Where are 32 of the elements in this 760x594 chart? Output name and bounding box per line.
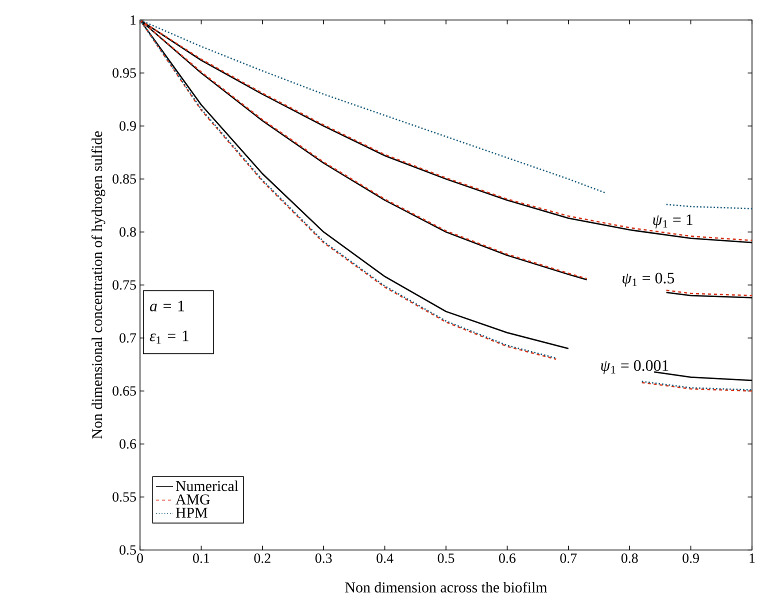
y-tick-label: 0.8 [120,227,136,237]
x-tick-label: 0.1 [193,554,210,563]
y-tick-label: 0.65 [112,386,136,396]
x-tick-label: 0.8 [621,554,638,563]
annotation: a = 1 [150,300,184,312]
y-tick-label: 0.75 [112,280,136,290]
annotation: ε$_{1}$ = 1 [150,330,188,344]
x-tick-label: 0.6 [499,554,516,563]
y-tick-label: 0.95 [112,68,136,78]
annotation: ψ$_{1}$ = 0.5 [622,272,674,287]
y-tick-label: 0.55 [112,492,136,502]
legend-label: AMG [176,494,210,504]
x-tick-label: 0 [137,554,143,563]
y-axis-title: Non dimensional concentration of hydrogen sulfide [92,131,106,439]
x-tick-label: 1 [750,553,755,563]
x-tick-label: 0.9 [682,554,699,563]
x-tick-label: 0.5 [438,554,454,563]
x-tick-label: 0.7 [560,554,577,563]
y-tick-label: 0.5 [120,545,136,555]
y-tick-label: 0.85 [112,174,136,184]
annotation: ψ$_{1}$ = 0.001 [601,360,668,374]
y-tick-label: 0.7 [120,333,136,343]
legend-label: Numerical [176,480,238,492]
x-tick-label: 0.2 [254,554,270,563]
y-tick-label: 0.6 [120,439,136,449]
y-tick-label: 0.9 [120,121,136,131]
annotation: ψ$_{1}$ = 1 [653,214,692,228]
x-tick-label: 0.4 [376,554,394,563]
x-tick-label: 0.3 [315,554,332,563]
y-tick-label: 1 [130,15,136,25]
x-axis-title: Non dimension across the biofilm [345,582,548,592]
legend-label: HPM [176,508,208,518]
